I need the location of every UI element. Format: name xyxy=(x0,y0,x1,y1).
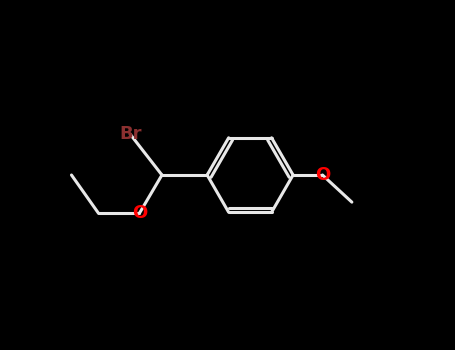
Text: O: O xyxy=(131,204,147,223)
Text: Br: Br xyxy=(119,125,142,143)
Text: O: O xyxy=(315,166,330,184)
